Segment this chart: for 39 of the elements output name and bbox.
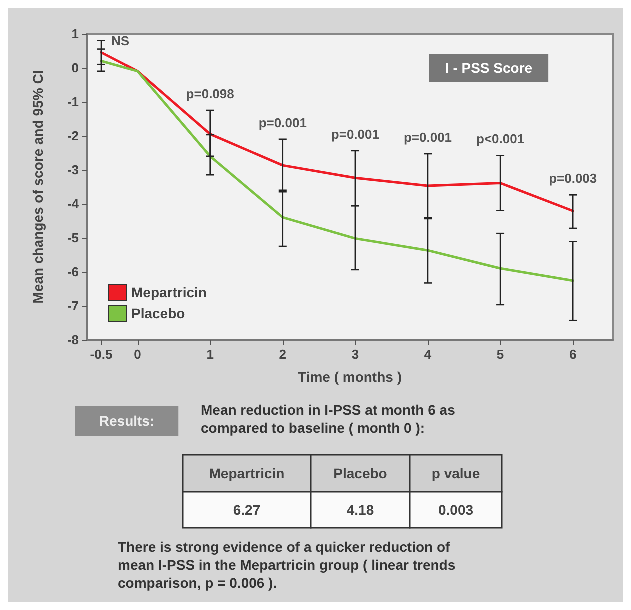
x-tick-label: 0 [134, 347, 142, 362]
y-tick-label: -2 [67, 128, 79, 144]
x-tick-label: 2 [279, 347, 287, 362]
y-tick-label: -5 [67, 230, 79, 246]
y-tick-label: -4 [67, 196, 80, 212]
text: Placebo [334, 466, 388, 482]
x-axis-title: Time ( months ) [298, 369, 402, 385]
y-tick-label: -6 [67, 264, 79, 280]
x-tick-label: 6 [569, 347, 577, 362]
text: Mean reduction in I-PSS at month 6 as compared to baseline ( month 0 ): [201, 402, 456, 436]
x-tick-label: 4 [424, 347, 432, 362]
text: There is strong evidence of a quicker reduction of mean I-PSS in the Mepartricin group ( linear trends comparison, p = 0.006 ). [118, 539, 456, 591]
legend-label: Mepartricin [132, 284, 207, 300]
text: Mepartricin [209, 466, 285, 482]
y-axis-title: Mean changes of score and 95% CI [30, 70, 46, 304]
annotation: p=0.001 [331, 126, 380, 142]
y-tick-label: -1 [67, 94, 79, 110]
annotation: p<0.001 [476, 132, 525, 147]
x-tick-label: -0.5 [90, 347, 113, 362]
text: p value [432, 466, 480, 482]
annotation: p=0.001 [258, 115, 307, 130]
y-tick-label: -3 [67, 162, 79, 178]
y-tick-label: -8 [67, 332, 79, 348]
text: Results: [99, 413, 155, 429]
legend-label: Placebo [132, 306, 186, 322]
y-tick-label: 0 [72, 60, 79, 76]
y-tick-label: 1 [72, 26, 79, 42]
text: 4.18 [346, 502, 374, 518]
y-tick-label: -7 [67, 298, 79, 314]
annotation: p=0.098 [186, 86, 234, 102]
annotation: p=0.003 [549, 171, 598, 186]
x-tick-label: 5 [496, 347, 504, 362]
annotation: I - PSS Score [445, 60, 533, 76]
x-tick-label: 1 [206, 347, 214, 362]
text: 0.003 [438, 502, 474, 518]
annotation: p=0.001 [404, 130, 452, 146]
annotation: NS [112, 33, 130, 48]
x-tick-label: 3 [352, 347, 360, 362]
text: 6.27 [233, 502, 261, 518]
